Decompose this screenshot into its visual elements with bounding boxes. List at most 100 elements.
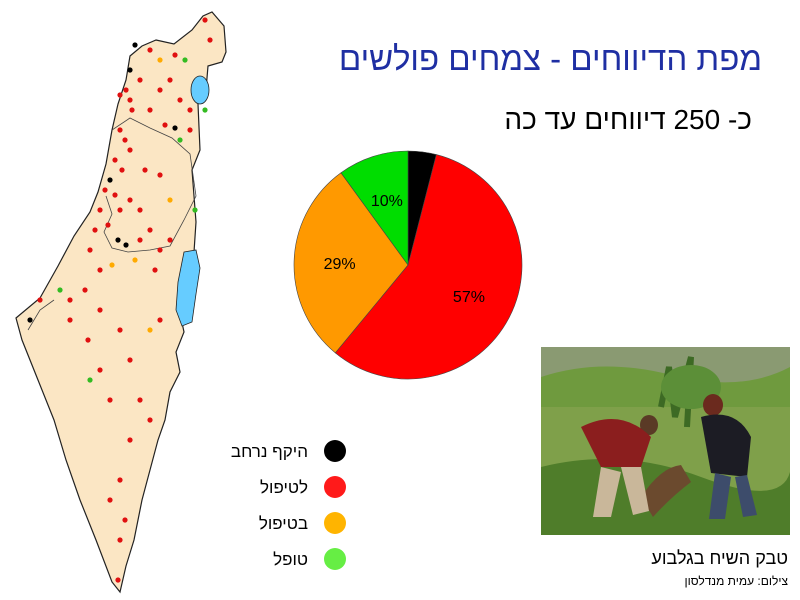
report-dot: [127, 147, 133, 153]
field-photo: [541, 347, 790, 535]
report-dot: [127, 197, 133, 203]
pie-slice-label: 10%: [371, 193, 403, 210]
sea-of-galilee: [190, 75, 210, 105]
report-dot: [187, 107, 193, 113]
legend-label: בטיפול: [258, 514, 308, 533]
report-dot: [115, 237, 121, 243]
legend-label: טופל: [273, 550, 308, 569]
report-dot: [132, 257, 138, 263]
report-dot: [107, 177, 113, 183]
report-dot: [107, 497, 113, 503]
pie-chart: 57% 29% 10%: [293, 150, 523, 380]
report-dot: [167, 237, 173, 243]
report-dot: [147, 47, 153, 53]
report-dot: [192, 207, 198, 213]
report-dot: [117, 537, 123, 543]
report-dot: [202, 17, 208, 23]
report-dot: [85, 337, 91, 343]
report-dot: [105, 222, 111, 228]
report-dot: [97, 207, 103, 213]
report-dot: [137, 207, 143, 213]
legend: היקף נרחב לטיפול בטיפול טופל: [200, 432, 350, 576]
report-dot: [137, 237, 143, 243]
report-dot: [92, 227, 98, 233]
report-dot: [147, 327, 153, 333]
map-land: [15, 11, 227, 594]
report-dot: [157, 172, 163, 178]
report-dot: [162, 122, 168, 128]
pie-slice: [293, 172, 409, 354]
legend-label: היקף נרחב: [230, 442, 308, 461]
legend-item-treated: טופל: [200, 540, 350, 576]
report-dot: [137, 77, 143, 83]
report-dot: [177, 97, 183, 103]
report-dot: [182, 57, 188, 63]
legend-dot-icon: [324, 548, 346, 570]
legend-dot-icon: [324, 512, 346, 534]
report-dot: [123, 87, 129, 93]
report-dot: [117, 127, 123, 133]
report-dot: [157, 317, 163, 323]
report-dot: [147, 417, 153, 423]
report-dot: [102, 187, 108, 193]
report-dot: [127, 437, 133, 443]
report-dot: [167, 197, 173, 203]
photo-credit: צילום: עמית מנדלסון: [684, 574, 788, 588]
report-dot: [57, 287, 63, 293]
report-dot: [147, 107, 153, 113]
report-dot: [97, 367, 103, 373]
report-dot: [122, 137, 128, 143]
report-dot: [127, 97, 133, 103]
page-title: מפת הדיווחים - צמחים פולשים: [338, 40, 762, 77]
report-dot: [207, 37, 213, 43]
report-dot: [172, 52, 178, 58]
report-dot: [157, 247, 163, 253]
report-dot: [123, 242, 129, 248]
report-dot: [87, 377, 93, 383]
reports-count: כ- 250 דיווחים עד כה: [504, 104, 752, 135]
photo-caption: טבק השיח בגלבוע: [651, 548, 788, 568]
report-dot: [147, 227, 153, 233]
report-dot: [67, 317, 73, 323]
legend-item-to-treat: לטיפול: [200, 468, 350, 504]
report-dots: [27, 17, 213, 583]
report-dot: [142, 167, 148, 173]
report-dot: [157, 87, 163, 93]
report-dot: [122, 517, 128, 523]
report-dot: [129, 107, 135, 113]
report-dot: [127, 357, 133, 363]
pie-slice: [340, 150, 409, 266]
report-dot: [172, 125, 178, 131]
report-dot: [117, 92, 123, 98]
report-dot: [117, 477, 123, 483]
pie-slice-label: 29%: [324, 256, 356, 273]
report-dot: [117, 327, 123, 333]
report-dot: [112, 192, 118, 198]
report-dot: [152, 267, 158, 273]
legend-label: לטיפול: [260, 478, 308, 497]
report-dot: [27, 317, 33, 323]
report-dot: [109, 262, 115, 268]
report-dot: [87, 247, 93, 253]
report-dot: [157, 57, 163, 63]
report-dot: [119, 167, 125, 173]
report-dot: [115, 577, 121, 583]
pie-slice-label: 57%: [453, 289, 485, 306]
report-dot: [107, 397, 113, 403]
report-dot: [97, 267, 103, 273]
report-dot: [97, 307, 103, 313]
legend-dot-icon: [324, 440, 346, 462]
region-border: [103, 117, 197, 253]
report-dot: [202, 107, 208, 113]
legend-dot-icon: [324, 476, 346, 498]
report-dot: [67, 297, 73, 303]
report-dot: [127, 67, 133, 73]
report-dot: [137, 397, 143, 403]
report-dot: [177, 137, 183, 143]
report-dot: [117, 207, 123, 213]
report-dot: [132, 42, 138, 48]
legend-item-wide: היקף נרחב: [200, 432, 350, 468]
israel-map: [15, 11, 227, 594]
report-dot: [112, 157, 118, 163]
pie-slice: [334, 154, 523, 380]
